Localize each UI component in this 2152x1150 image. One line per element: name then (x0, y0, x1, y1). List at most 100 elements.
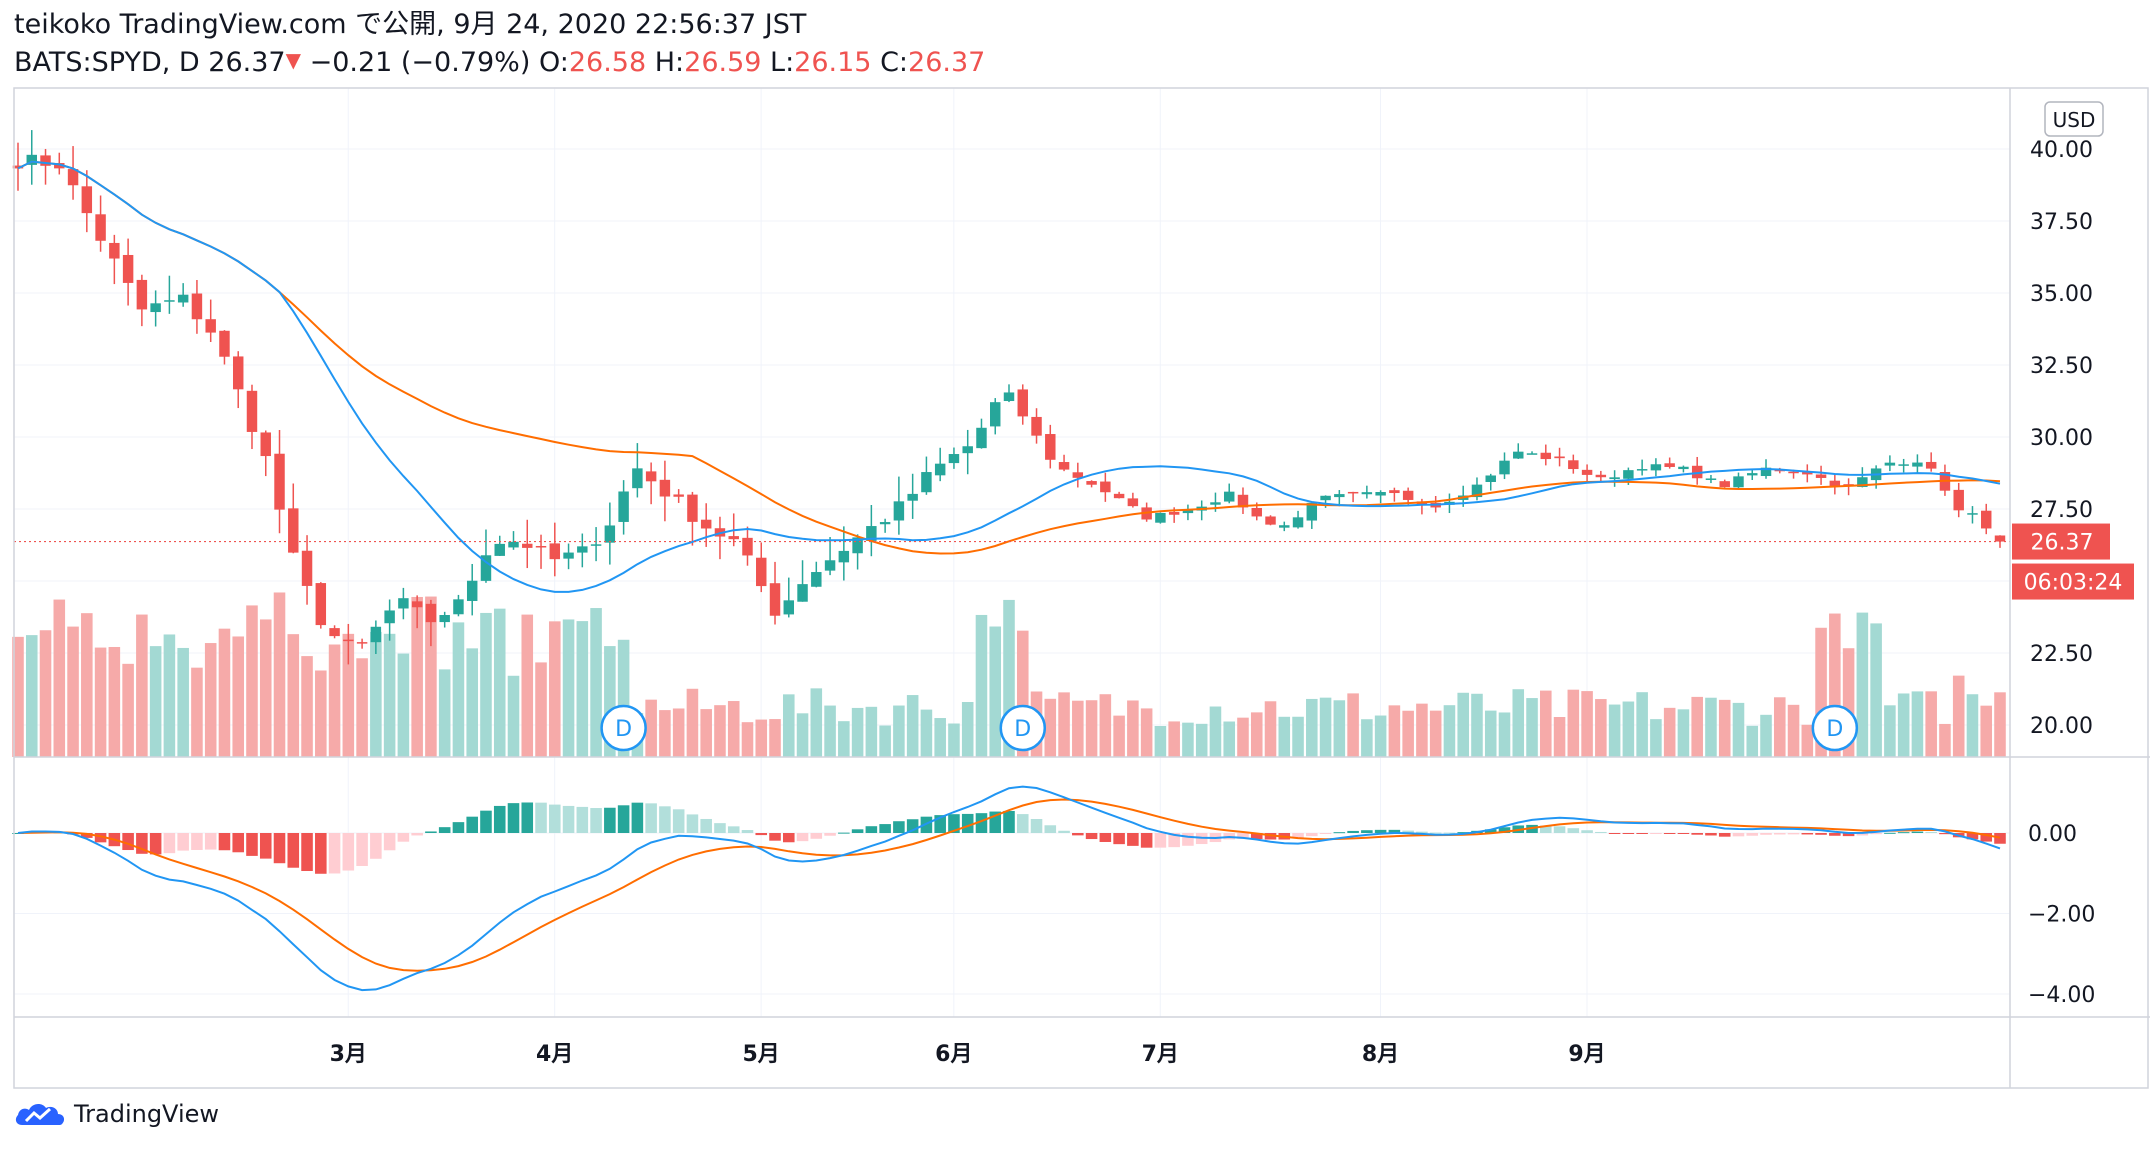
candle-body (12, 165, 24, 169)
volume-bar (1003, 599, 1015, 757)
macd-histogram-bar (782, 833, 795, 843)
currency-badge (2044, 101, 2104, 137)
volume-bar (741, 722, 754, 757)
macd-histogram-bar (1140, 833, 1153, 848)
volume-bar (562, 619, 575, 757)
month-label: 9月 (1568, 1042, 1605, 1067)
macd-histogram-bar (686, 814, 699, 833)
volume-bar (796, 713, 809, 757)
candle-body (921, 472, 932, 493)
volume-bar (1911, 691, 1924, 757)
candle-body (150, 303, 161, 313)
volume-bar (1209, 706, 1222, 757)
macd-histogram-bar (741, 830, 754, 833)
macd-histogram-bar (604, 807, 616, 833)
chart-frame (13, 87, 2149, 1089)
price-tick-label: 22.50 (2030, 642, 2093, 667)
macd-histogram-bar (961, 813, 974, 833)
volume-bar (1540, 690, 1552, 757)
ma-slow-line (17, 160, 2001, 555)
price-chart[interactable]: D D D 40.00 37.50 35.00 32.50 30.00 27.50 22.50 2… (0, 0, 2152, 1090)
volume-bar (259, 619, 272, 757)
candle-body (1072, 472, 1084, 478)
open-value: 26.58 (568, 47, 647, 78)
volume-bar (1622, 701, 1635, 757)
macd-histogram-bar (397, 833, 410, 842)
candle-body (1031, 416, 1042, 436)
countdown-tag (2012, 563, 2134, 600)
volume-bar (122, 663, 134, 757)
macd-histogram-bar (246, 833, 258, 856)
macd-histogram-bar (1113, 833, 1125, 845)
volume-bar (1787, 704, 1800, 757)
volume-bar (1773, 697, 1786, 757)
candle-body (1375, 492, 1386, 496)
volume-bar (1526, 698, 1538, 757)
volume-bar (246, 605, 258, 757)
volume-bar (1457, 692, 1469, 757)
volume-bar (1815, 627, 1827, 757)
macd-histogram-bar (1636, 833, 1648, 834)
macd-histogram-bar (1870, 833, 1882, 835)
candle-body (1540, 452, 1552, 460)
candle-body (756, 557, 767, 587)
volume-bar (659, 710, 671, 757)
macd-histogram-bar (370, 833, 382, 859)
candle-body (1279, 525, 1290, 528)
volume-bar (397, 653, 410, 757)
macd-histogram-bar (948, 814, 960, 833)
macd-histogram-bar (315, 833, 327, 874)
candle-body (411, 601, 423, 608)
ma-fast-line (17, 160, 2001, 593)
macd-histogram-bar (590, 808, 602, 833)
candle-body (1086, 481, 1097, 485)
candle-body (1912, 462, 1923, 467)
candle-body (797, 584, 808, 602)
candle-body (1747, 473, 1758, 476)
candle-body (164, 300, 175, 302)
macd-histogram-bar (1567, 828, 1580, 833)
candle-body (370, 626, 382, 643)
candle-body (343, 639, 354, 642)
dividend-marker-label: D (1826, 717, 1843, 742)
macd-histogram-bar (975, 813, 988, 833)
macd-histogram-bar (218, 833, 231, 851)
candle-body (260, 432, 271, 457)
price-change: −0.21 (−0.79%) (309, 47, 531, 78)
candle-body (1898, 464, 1909, 466)
macd-histogram-bar (1333, 832, 1346, 834)
macd-histogram-bar (1085, 833, 1098, 840)
candle-body (728, 536, 739, 540)
volume-bar (12, 636, 24, 757)
candle-body (604, 525, 616, 543)
candle-body (1155, 512, 1166, 523)
volume-bar (1746, 725, 1759, 757)
candle-body (54, 163, 65, 169)
macd-histogram-bar (521, 802, 534, 833)
macd-histogram-bar (1443, 832, 1456, 834)
volume-bar (1925, 691, 1937, 757)
tradingview-logo[interactable]: TradingView (14, 1098, 219, 1130)
macd-line (17, 785, 2001, 992)
macd-histogram-bar (796, 833, 809, 842)
candle-body (494, 543, 505, 556)
candle-body (191, 293, 203, 320)
candle-body (618, 491, 629, 522)
candle-body (1471, 484, 1483, 498)
macd-histogram-bar (1939, 833, 1951, 835)
volume-bar (466, 648, 478, 757)
candle-body (948, 454, 960, 464)
macd-histogram-bar (1416, 831, 1428, 833)
grid-lines (14, 88, 2010, 1017)
candle-body (1733, 476, 1744, 488)
candle-body (466, 580, 478, 601)
volume-bar (576, 621, 589, 757)
volume-bar (1856, 612, 1869, 757)
volume-bar (672, 708, 685, 757)
macd-histogram-bar (328, 833, 341, 874)
macd-histogram-bar (94, 833, 107, 843)
volume-bar (1732, 702, 1745, 757)
dividend-marker (1811, 704, 1859, 752)
candle-body (907, 493, 918, 501)
